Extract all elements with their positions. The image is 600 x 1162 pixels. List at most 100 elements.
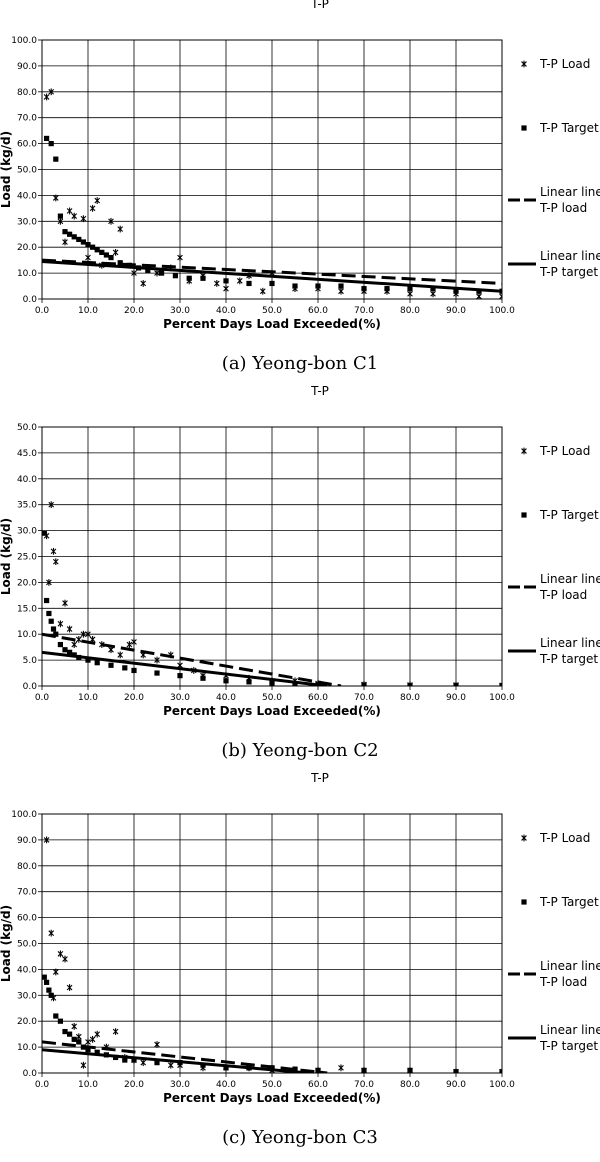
y-tick-label: 70.0 [17, 114, 37, 124]
data-point-load [223, 285, 229, 293]
data-point-target [172, 273, 178, 279]
legend-item: T-P Load [521, 57, 590, 71]
data-point-load [66, 625, 73, 633]
y-tick-label: 10.0 [17, 269, 37, 279]
data-point-load [85, 1038, 91, 1046]
data-point-target [53, 1013, 59, 1019]
y-tick-label: 20.0 [17, 578, 37, 588]
chart-title: T-P [310, 771, 329, 785]
data-point-target [90, 244, 96, 250]
data-point-load [57, 950, 64, 958]
data-point-load [154, 656, 160, 664]
data-point-load [66, 207, 73, 215]
data-point-target [384, 286, 390, 292]
legend-label: Linear line T-P load [539, 185, 600, 215]
y-axis-label: Load (kg/d) [0, 131, 13, 208]
data-point-load [71, 212, 78, 220]
chart-title: T-P [310, 384, 329, 398]
data-point-target [53, 156, 59, 162]
x-tick-label: 90.0 [446, 693, 466, 703]
data-point-load [94, 197, 101, 204]
y-tick-label: 0.0 [23, 295, 38, 305]
legend-item: T-P Target [521, 121, 599, 135]
data-point-target [223, 678, 229, 684]
data-point-load [140, 280, 147, 287]
data-point-load [476, 293, 482, 299]
y-tick-label: 80.0 [17, 862, 37, 872]
data-point-target [44, 135, 50, 142]
data-point-load [43, 93, 50, 101]
data-point-load [71, 641, 78, 648]
y-tick-label: 50.0 [17, 940, 37, 950]
data-point-target [407, 1067, 413, 1073]
data-point-load [112, 248, 119, 256]
data-point-target [186, 275, 192, 281]
data-point-target [42, 530, 47, 536]
data-point-target [117, 260, 123, 266]
chart-title: T-P [310, 0, 329, 11]
data-point-target [361, 1067, 367, 1073]
x-tick-label: 20.0 [124, 1080, 144, 1090]
data-point-load [48, 929, 55, 937]
legend-symbol-target [521, 512, 527, 518]
figure-caption-c: (c) Yeong-bon C3 [222, 1127, 378, 1148]
data-point-load [154, 269, 160, 277]
legend-item: T-P Target [521, 895, 599, 909]
data-point-target [338, 283, 344, 289]
data-point-target [67, 1031, 73, 1037]
figure-panel-b: T-P 0.0 5.0 10.0 15.0 20.0 25.0 30.0 35.0 40.0 45.… [0, 384, 600, 774]
trend-line [42, 258, 502, 285]
x-tick-label: 20.0 [124, 693, 144, 703]
data-point-target [223, 1065, 229, 1071]
data-point-target [177, 673, 183, 679]
data-point-target [67, 231, 73, 237]
data-point-target [407, 682, 413, 686]
data-point-target [154, 670, 160, 676]
data-point-target [57, 213, 63, 219]
legend-item: T-P Target [521, 508, 599, 522]
data-point-target [453, 682, 459, 686]
legend-label: T-P Load [539, 444, 590, 458]
x-tick-label: 30.0 [170, 693, 190, 703]
x-tick-label: 30.0 [170, 1080, 190, 1090]
data-point-target [499, 1069, 502, 1073]
trend-line [42, 1048, 309, 1073]
y-tick-label: 100.0 [11, 810, 37, 820]
data-point-load [48, 501, 55, 509]
legend-label: T-P Target [539, 508, 599, 522]
x-tick-label: 60.0 [308, 1080, 328, 1090]
figure-caption-b: (b) Yeong-bon C2 [221, 740, 379, 761]
data-point-target [200, 275, 206, 281]
data-point-load [131, 638, 137, 646]
data-point-load [52, 968, 59, 976]
data-point-load [140, 1059, 147, 1067]
x-tick-label: 60.0 [308, 306, 328, 316]
data-point-target [94, 1049, 100, 1055]
x-tick-label: 90.0 [446, 306, 466, 316]
y-tick-label: 100.0 [11, 36, 37, 46]
legend-item: Linear line T-P load [508, 185, 600, 215]
x-tick-label: 20.0 [124, 306, 144, 316]
x-tick-label: 70.0 [354, 1080, 374, 1090]
data-point-target [99, 249, 105, 255]
legend-label: T-P Target [539, 895, 599, 909]
legend-item: T-P Load [521, 831, 590, 845]
data-point-load [80, 1061, 87, 1069]
x-tick-label: 100.0 [489, 306, 515, 316]
data-point-target [145, 267, 151, 274]
figure-panel-a: T-P 0.0 10.0 20.0 30.0 40.0 50.0 60.0 70.0 80.0 90… [0, 0, 600, 387]
legend: T-P Load T-P Target Linear line T-P load Lin… [508, 831, 600, 1053]
data-point-load [52, 194, 59, 202]
y-tick-label: 35.0 [17, 501, 37, 511]
data-point-load [177, 254, 183, 261]
data-point-load [57, 217, 64, 225]
data-point-load [126, 641, 133, 648]
data-point-load [75, 635, 82, 643]
data-point-target [131, 667, 137, 674]
data-point-target [315, 283, 321, 289]
series-2 [42, 1040, 328, 1073]
data-point-target [407, 286, 413, 292]
data-point-target [246, 280, 252, 287]
x-tick-label: 40.0 [216, 693, 236, 703]
trend-line [42, 650, 328, 686]
